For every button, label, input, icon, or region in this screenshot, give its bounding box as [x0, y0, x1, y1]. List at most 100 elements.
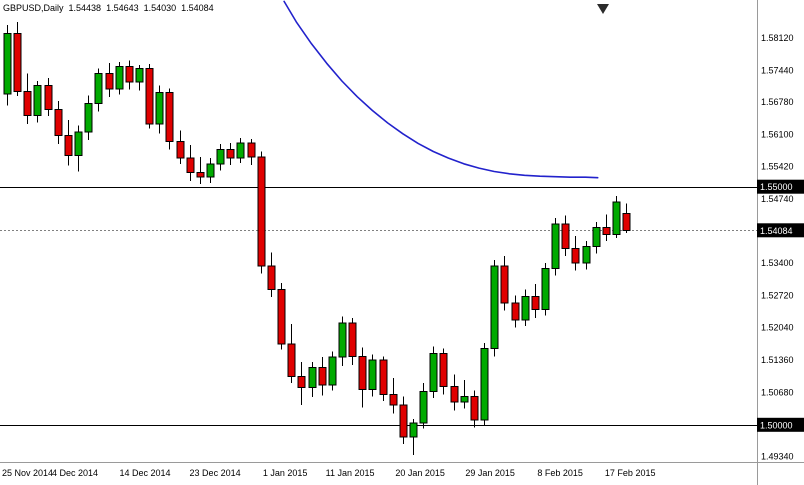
candle: [368, 359, 377, 391]
candle: [439, 352, 448, 388]
candle: [338, 322, 347, 358]
candle: [287, 343, 296, 377]
x-axis-label: 25 Nov 2014: [2, 468, 53, 478]
candle: [409, 422, 418, 438]
candle: [419, 391, 428, 424]
candle: [176, 140, 185, 159]
price-badge: [757, 179, 804, 194]
candle: [196, 171, 205, 178]
y-axis-label: 1.54740: [761, 194, 794, 204]
candle: [277, 289, 286, 345]
candle: [84, 102, 93, 133]
x-axis-label: 20 Jan 2015: [395, 468, 445, 478]
x-axis-label: 1 Jan 2015: [263, 468, 308, 478]
candle: [135, 68, 144, 83]
price-badge-label: 1.50000: [760, 420, 793, 430]
candle: [358, 355, 367, 391]
candle: [521, 295, 530, 321]
y-axis-label: 1.57440: [761, 66, 794, 76]
quote-close: 1.54084: [181, 3, 214, 13]
symbol-timeframe-label: GBPUSD,Daily: [3, 3, 64, 13]
x-axis-label: 14 Dec 2014: [120, 468, 171, 478]
candle: [23, 90, 32, 116]
quote-open: 1.54438: [68, 3, 102, 13]
candle: [125, 66, 134, 83]
candle: [226, 149, 235, 159]
x-axis-label: 4 Dec 2014: [52, 468, 98, 478]
candle: [54, 109, 63, 136]
candle: [247, 142, 256, 158]
candle: [511, 302, 520, 321]
price-badge-label: 1.55000: [760, 182, 793, 192]
candle: [450, 386, 459, 403]
x-axis-label: 17 Feb 2015: [605, 468, 656, 478]
candle: [602, 227, 611, 235]
candle: [490, 265, 499, 350]
y-axis-label: 1.56780: [761, 97, 794, 107]
candle: [115, 66, 124, 90]
candle: [3, 32, 12, 95]
x-axis-label: 29 Jan 2015: [465, 468, 515, 478]
candle: [297, 375, 306, 389]
candle: [460, 395, 469, 403]
candle: [328, 356, 337, 386]
candle: [44, 85, 53, 111]
y-axis-label: 1.50680: [761, 388, 794, 398]
candle: [541, 268, 550, 311]
candle: [399, 404, 408, 438]
candle: [94, 72, 103, 104]
price-badge: [757, 223, 804, 238]
candle: [13, 32, 22, 92]
y-axis-label: 1.51360: [761, 355, 794, 365]
x-axis-label: 8 Feb 2015: [537, 468, 583, 478]
candle: [236, 142, 245, 159]
candle: [612, 201, 621, 235]
candle: [308, 367, 317, 389]
quote-low: 1.54030: [143, 3, 177, 13]
y-axis-label: 1.52720: [761, 290, 794, 300]
moving-average-line: [283, 0, 599, 179]
candle: [500, 265, 509, 304]
candle: [206, 163, 215, 178]
candle: [267, 265, 276, 291]
candle: [64, 134, 73, 157]
candles-layer: [3, 21, 631, 455]
candle: [561, 223, 570, 250]
candle: [348, 322, 357, 357]
y-axis-label: 1.58120: [761, 33, 794, 43]
y-axis-label: 1.56100: [761, 129, 794, 139]
candle: [318, 367, 327, 386]
candle: [105, 72, 114, 90]
candle: [145, 68, 154, 125]
quote-high: 1.54643: [106, 3, 139, 13]
candle: [571, 248, 580, 264]
candle: [389, 393, 398, 406]
candle: [622, 212, 631, 231]
candle: [551, 223, 560, 270]
y-axis-label: 1.52040: [761, 323, 794, 333]
x-axis-label: 11 Jan 2015: [326, 468, 375, 478]
candle: [379, 359, 388, 395]
candle: [216, 149, 225, 165]
y-axis-label: 1.49340: [761, 451, 794, 461]
price-badge-label: 1.54084: [760, 226, 793, 236]
chart-shift-marker-icon[interactable]: [597, 4, 609, 14]
candle: [74, 131, 83, 157]
x-axis-label: 23 Dec 2014: [190, 468, 241, 478]
candle: [165, 91, 174, 142]
candle: [429, 352, 438, 393]
candle: [186, 157, 195, 173]
y-axis-label: 1.53400: [761, 258, 794, 268]
candle: [155, 91, 164, 125]
chart-quote-header: GBPUSD,Daily 1.54438 1.54643 1.54030 1.54084: [3, 3, 219, 13]
candle: [480, 348, 489, 421]
candle: [531, 295, 540, 311]
candle: [470, 395, 479, 421]
price-badge: [757, 417, 804, 432]
candle: [582, 246, 591, 264]
candle: [592, 227, 601, 248]
candle: [33, 85, 42, 116]
candle: [257, 156, 266, 267]
